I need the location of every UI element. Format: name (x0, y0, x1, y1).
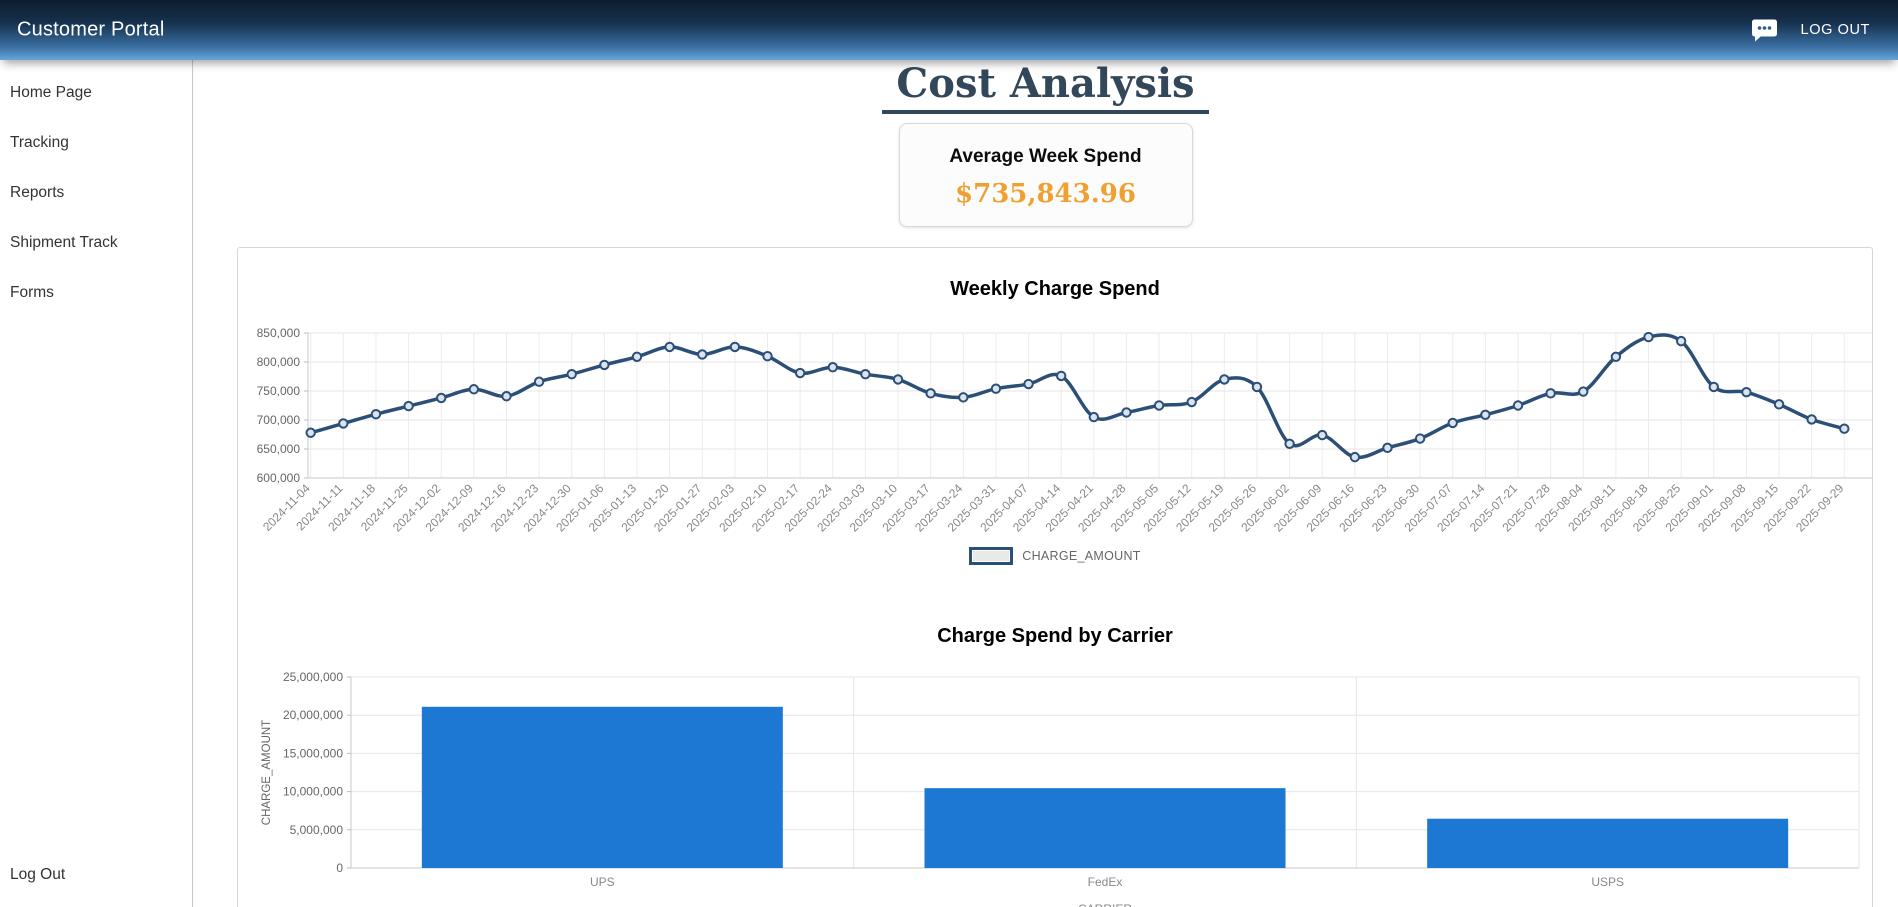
weekly-charge-spend-title: Weekly Charge Spend (950, 278, 1160, 300)
charts-panel: Weekly Charge Spend 600,000 650,000 700,00… (237, 247, 1873, 907)
main-content: Cost Analysis Average Week Spend $735,84… (193, 60, 1898, 907)
svg-text:10,000,000: 10,000,000 (283, 785, 343, 799)
svg-text:CARRIER: CARRIER (1078, 902, 1132, 907)
svg-text:850,000: 850,000 (257, 326, 301, 340)
svg-text:600,000: 600,000 (257, 471, 301, 485)
weekly-charge-spend-chart: 600,000 650,000 700,000 750,000 800,000 850,0… (257, 326, 1872, 535)
average-week-spend-title: Average Week Spend (949, 146, 1142, 167)
sidebar-logout-link[interactable]: Log Out (10, 866, 66, 883)
sidebar-item-home-page[interactable]: Home Page (10, 84, 92, 101)
svg-text:700,000: 700,000 (257, 413, 301, 427)
sidebar-item-reports[interactable]: Reports (10, 184, 65, 201)
chat-icon (1751, 19, 1778, 46)
page-title: Cost Analysis (882, 60, 1209, 114)
chart-legend: CHARGE_AMOUNT (238, 547, 1872, 565)
charge-spend-by-carrier-title: Charge Spend by Carrier (937, 625, 1173, 647)
sidebar: Home Page Tracking Reports Shipment Trac… (0, 60, 193, 907)
legend-swatch (969, 547, 1014, 565)
svg-text:0: 0 (336, 861, 343, 875)
average-week-spend-card: Average Week Spend $735,843.96 (898, 123, 1193, 227)
chat-button[interactable] (1749, 16, 1780, 45)
svg-text:USPS: USPS (1591, 875, 1624, 889)
svg-text:750,000: 750,000 (257, 384, 301, 398)
legend-label: CHARGE_AMOUNT (1022, 549, 1141, 563)
svg-text:25,000,000: 25,000,000 (283, 670, 343, 684)
sidebar-menu: Home Page Tracking Reports Shipment Trac… (0, 60, 192, 318)
average-week-spend-value: $735,843.96 (955, 179, 1136, 209)
svg-text:20,000,000: 20,000,000 (283, 708, 343, 722)
logout-button[interactable]: LOG OUT (1795, 21, 1876, 39)
sidebar-item-tracking[interactable]: Tracking (10, 134, 69, 151)
sidebar-item-forms[interactable]: Forms (10, 284, 54, 301)
sidebar-item-shipment-track[interactable]: Shipment Track (10, 234, 118, 251)
app-title: Customer Portal (17, 18, 165, 41)
top-navbar: Customer Portal LOG OUT (0, 0, 1898, 60)
svg-text:5,000,000: 5,000,000 (290, 823, 344, 837)
svg-text:CHARGE_AMOUNT: CHARGE_AMOUNT (261, 720, 273, 825)
svg-text:650,000: 650,000 (257, 442, 301, 456)
svg-text:FedEx: FedEx (1088, 875, 1123, 889)
svg-text:15,000,000: 15,000,000 (283, 746, 343, 760)
svg-text:UPS: UPS (590, 875, 615, 889)
svg-text:800,000: 800,000 (257, 355, 301, 369)
charge-spend-by-carrier-chart: 0 5,000,000 10,000,000 15,000,000 20,000,000… (261, 670, 1860, 907)
